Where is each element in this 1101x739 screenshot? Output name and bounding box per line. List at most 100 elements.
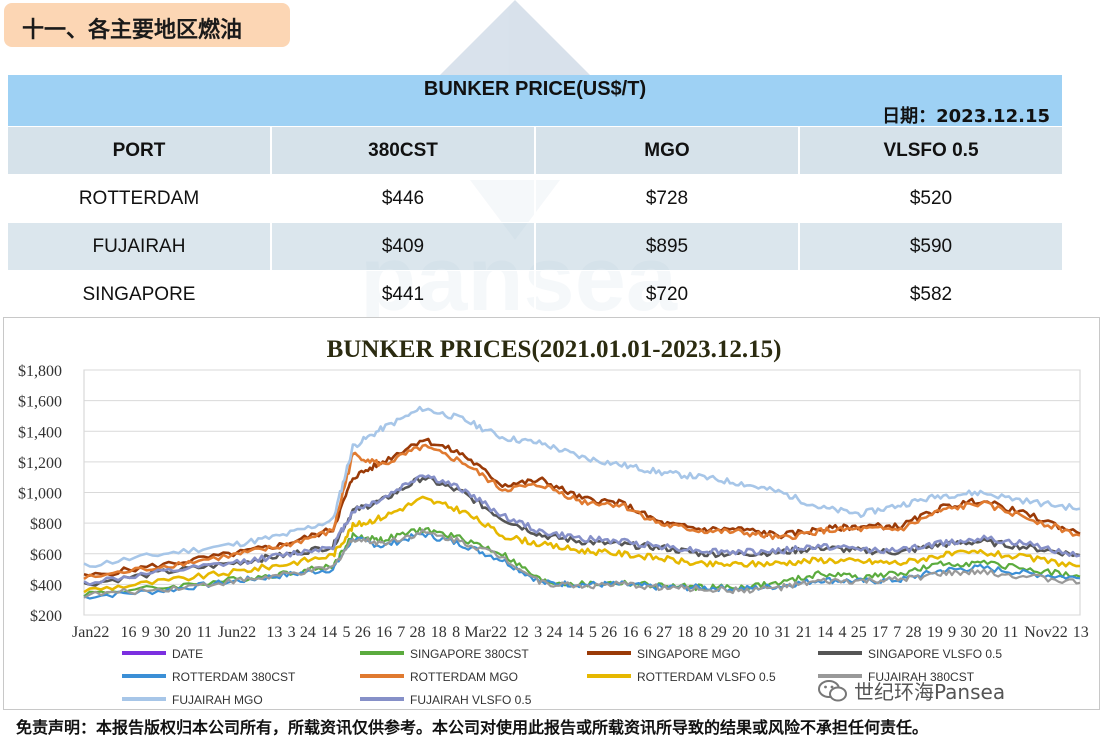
- x-tick-label: 17: [872, 624, 888, 641]
- column-header-vlsfo: VLSFO 0.5: [883, 139, 979, 161]
- x-tick-label: 20: [175, 624, 191, 641]
- x-tick-label: 9: [948, 624, 956, 641]
- column-header-380cst: 380CST: [272, 127, 536, 174]
- legend-label: FUJAIRAH MGO: [172, 693, 263, 707]
- x-tick-label: 16: [120, 624, 136, 641]
- price-cell: $895: [536, 223, 800, 270]
- x-tick-label: 26: [355, 624, 371, 641]
- column-header-port: PORT: [8, 127, 272, 174]
- legend-label: SINGAPORE VLSFO 0.5: [868, 647, 1002, 661]
- x-tick-label: 6: [644, 624, 652, 641]
- legend-label: ROTTERDAM VLSFO 0.5: [637, 670, 776, 684]
- x-tick-label: 10: [753, 624, 769, 641]
- price-cell: $441: [272, 271, 536, 318]
- y-tick-label: $1,800: [18, 363, 62, 380]
- x-tick-label: 31: [775, 624, 791, 641]
- x-tick-label: 11: [197, 624, 212, 641]
- x-tick-label: Nov22: [1024, 624, 1068, 641]
- legend-label: SINGAPORE MGO: [637, 647, 740, 661]
- x-tick-label: 3: [288, 624, 296, 641]
- section-title: 十一、各主要地区燃油: [4, 3, 290, 47]
- legend-label: SINGAPORE 380CST: [410, 647, 529, 661]
- price-cell: $728: [536, 175, 800, 222]
- series-line-1: [83, 526, 1081, 598]
- x-tick-label: 13: [266, 624, 282, 641]
- series-line-8: [83, 405, 1081, 568]
- y-tick-label: $400: [30, 577, 62, 594]
- x-tick-label: 30: [960, 624, 976, 641]
- legend-label: FUJAIRAH VLSFO 0.5: [410, 693, 532, 707]
- series-line-2: [83, 437, 1081, 577]
- series-line-6: [83, 495, 1081, 594]
- x-tick-label: 11: [1003, 624, 1018, 641]
- column-header-row: PORT 380CST MGO VLSFO 0.5: [8, 126, 1062, 174]
- x-tick-label: Jun22: [218, 624, 256, 641]
- table-date: 日期：2023.12.15: [882, 102, 1050, 128]
- x-tick-label: 20: [732, 624, 748, 641]
- x-tick-label: Mar22: [464, 624, 507, 641]
- y-tick-label: $1,600: [18, 394, 62, 411]
- x-tick-label: 20: [982, 624, 998, 641]
- x-tick-label: 3: [534, 624, 542, 641]
- y-tick-label: $1,000: [18, 486, 62, 503]
- table-row: ROTTERDAM $446 $728 $520: [8, 174, 1062, 222]
- legend-label: DATE: [172, 647, 203, 661]
- price-cell: $720: [536, 271, 800, 318]
- y-tick-label: $600: [30, 547, 62, 564]
- legend-label: FUJAIRAH 380CST: [868, 670, 975, 684]
- x-tick-label: 25: [851, 624, 867, 641]
- price-cell: $590: [909, 235, 953, 257]
- price-cell: $582: [909, 283, 953, 305]
- x-tick-label: 7: [397, 624, 405, 641]
- x-tick-label: 29: [711, 624, 727, 641]
- port-cell: SINGAPORE: [8, 271, 272, 318]
- x-tick-label: 8: [699, 624, 707, 641]
- x-tick-label: 18: [431, 624, 447, 641]
- x-tick-label: 27: [656, 624, 672, 641]
- price-cell: $446: [272, 175, 536, 222]
- x-tick-label: 4: [839, 624, 847, 641]
- x-tick-label: 30: [154, 624, 170, 641]
- date-label: 日期：: [882, 106, 937, 127]
- series-line-7: [83, 528, 1081, 599]
- bunker-price-table: BUNKER PRICE(US$/T) 日期：2023.12.15 PORT 3…: [8, 75, 1062, 318]
- port-cell: ROTTERDAM: [8, 175, 272, 222]
- x-tick-label: 5: [589, 624, 597, 641]
- x-tick-label: 14: [817, 624, 833, 641]
- x-tick-label: 5: [342, 624, 350, 641]
- y-tick-label: $1,400: [18, 424, 62, 441]
- x-tick-label: Jan22: [72, 624, 109, 641]
- x-tick-label: 18: [677, 624, 693, 641]
- x-tick-label: 7: [893, 624, 901, 641]
- x-tick-label: 28: [410, 624, 426, 641]
- x-tick-label: 12: [513, 624, 529, 641]
- date-value: 2023.12.15: [936, 106, 1050, 127]
- x-tick-label: 19: [927, 624, 943, 641]
- price-cell: $520: [909, 187, 953, 209]
- wechat-icon: [818, 679, 847, 701]
- x-tick-label: 14: [568, 624, 584, 641]
- port-cell: FUJAIRAH: [8, 223, 272, 270]
- table-row: FUJAIRAH $409 $895 $590: [8, 222, 1062, 270]
- y-tick-label: $200: [30, 608, 62, 625]
- x-tick-label: 24: [300, 624, 316, 641]
- table-row: SINGAPORE $441 $720 $582: [8, 270, 1062, 318]
- wechat-badge: 世纪环海Pansea: [818, 676, 1005, 705]
- x-tick-label: 24: [546, 624, 562, 641]
- x-tick-label: 21: [796, 624, 812, 641]
- x-tick-label: 14: [321, 624, 337, 641]
- legend-label: ROTTERDAM 380CST: [172, 670, 296, 684]
- table-header: BUNKER PRICE(US$/T) 日期：2023.12.15: [8, 75, 1062, 128]
- wechat-label: 世纪环海Pansea: [854, 680, 1006, 704]
- table-title: BUNKER PRICE(US$/T): [423, 78, 647, 100]
- x-tick-label: 16: [376, 624, 392, 641]
- x-tick-label: 13: [1073, 624, 1089, 641]
- x-tick-label: 26: [601, 624, 617, 641]
- y-tick-label: $1,200: [18, 455, 62, 472]
- chart-container: BUNKER PRICES(2021.01.01-2023.12.15) $200…: [3, 317, 1100, 710]
- series-line-5: [83, 443, 1081, 580]
- x-tick-label: 8: [452, 624, 460, 641]
- x-tick-label: 16: [622, 624, 638, 641]
- legend-label: ROTTERDAM MGO: [410, 670, 518, 684]
- bunker-price-chart: BUNKER PRICES(2021.01.01-2023.12.15) $200…: [18, 336, 1089, 707]
